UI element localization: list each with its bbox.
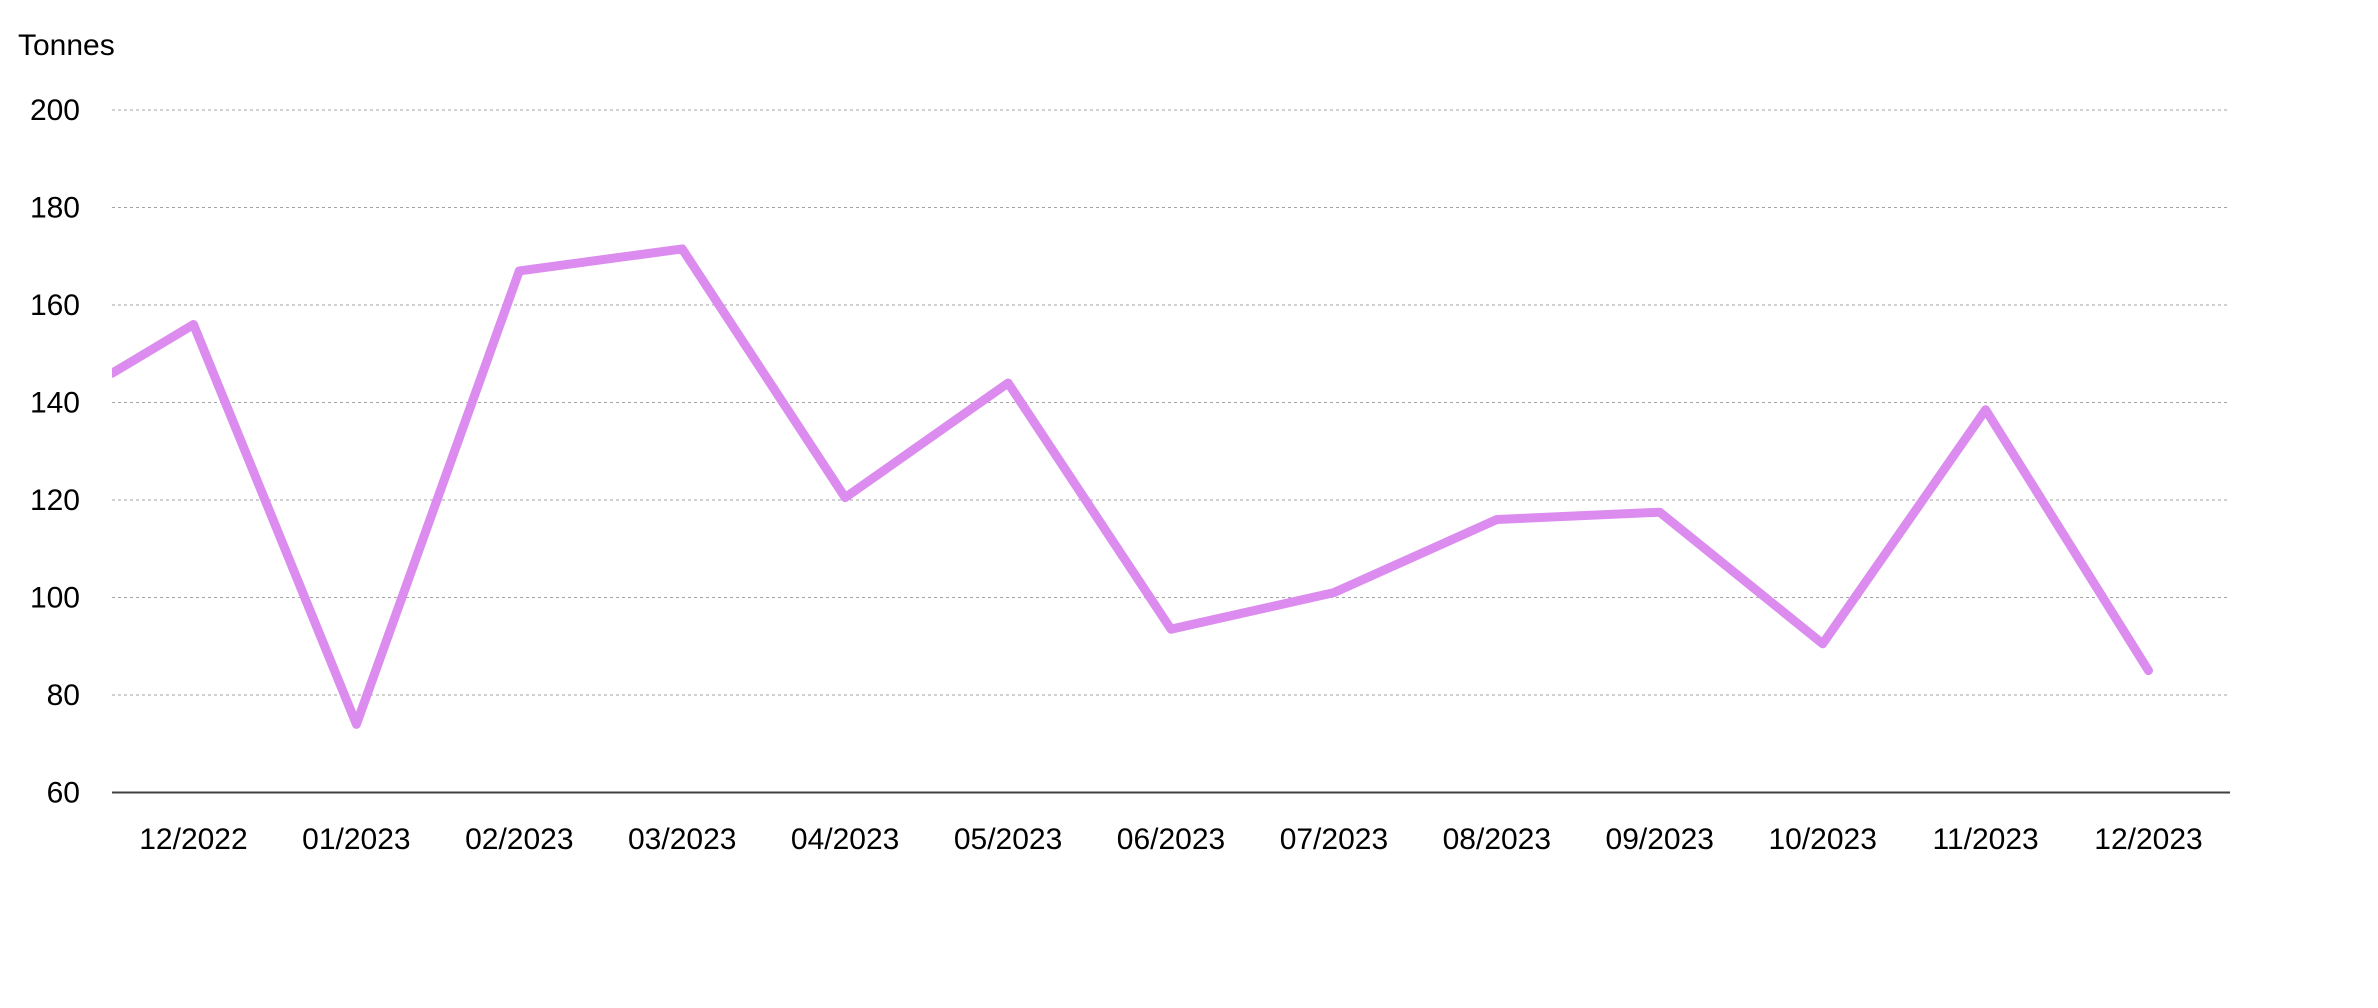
x-tick-label-09/2023: 09/2023 (1606, 823, 1714, 856)
gridlines (112, 109, 2230, 696)
y-tick-label-100: 100 (30, 582, 80, 615)
y-tick-label-160: 160 (30, 289, 80, 322)
y-tick-label-120: 120 (30, 484, 80, 517)
x-tick-label-12/2022: 12/2022 (139, 823, 247, 856)
data-series-line (112, 244, 2153, 729)
y-tick-label-80: 80 (47, 679, 80, 712)
x-tick-label-02/2023: 02/2023 (465, 823, 573, 856)
x-tick-label-10/2023: 10/2023 (1768, 823, 1876, 856)
y-tick-label-200: 200 (30, 94, 80, 127)
x-tick-label-04/2023: 04/2023 (791, 823, 899, 856)
x-tick-label-08/2023: 08/2023 (1443, 823, 1551, 856)
y-tick-label-140: 140 (30, 387, 80, 420)
x-tick-label-12/2023: 12/2023 (2094, 823, 2202, 856)
y-tick-label-180: 180 (30, 192, 80, 225)
y-tick-label-60: 60 (47, 777, 80, 810)
x-tick-label-03/2023: 03/2023 (628, 823, 736, 856)
y-axis-title: Tonnes (18, 29, 115, 62)
y-axis-tick-labels: 60 80 100 120 140 160 180 200 (30, 94, 80, 810)
x-tick-label-11/2023: 11/2023 (1933, 823, 2039, 856)
x-tick-label-07/2023: 07/2023 (1280, 823, 1388, 856)
x-tick-label-01/2023: 01/2023 (302, 823, 410, 856)
x-tick-label-05/2023: 05/2023 (954, 823, 1062, 856)
x-axis-tick-labels: 12/2022 01/2023 02/2023 03/2023 04/2023 05/20… (139, 823, 2203, 856)
x-tick-label-06/2023: 06/2023 (1117, 823, 1225, 856)
